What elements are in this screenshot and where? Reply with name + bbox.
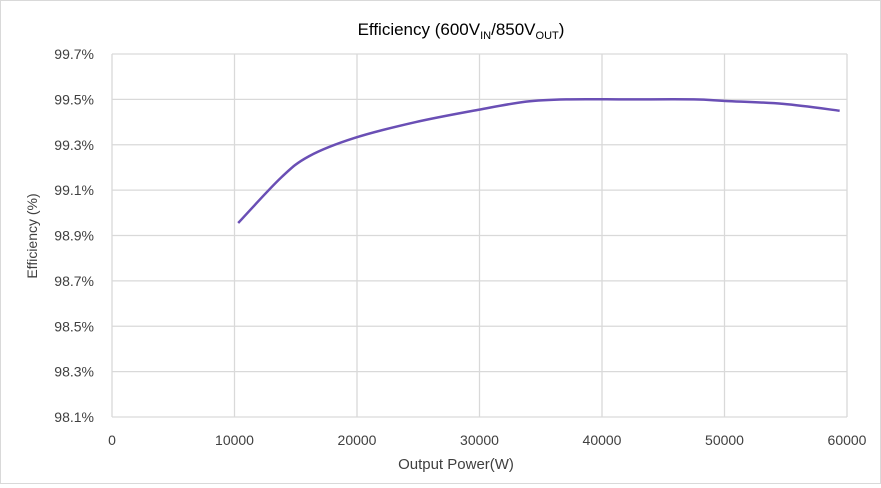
chart-title: Efficiency (600VIN/850VOUT) — [358, 20, 565, 42]
y-tick-label: 98.3% — [54, 364, 94, 380]
y-tick-label: 98.5% — [54, 318, 94, 334]
efficiency-series-line — [237, 97, 840, 224]
y-tick-label: 99.3% — [54, 137, 94, 153]
grid — [111, 53, 848, 418]
x-axis-label: Output Power(W) — [398, 456, 514, 473]
y-axis-label: Efficiency (%) — [24, 193, 40, 278]
x-tick-label: 0 — [108, 432, 116, 448]
x-tick-label: 50000 — [705, 432, 744, 448]
y-tick-label: 98.9% — [54, 228, 94, 244]
x-tick-label: 10000 — [215, 432, 254, 448]
y-tick-label: 99.7% — [54, 46, 94, 62]
y-tick-label: 99.1% — [54, 182, 94, 198]
y-tick-label: 98.7% — [54, 273, 94, 289]
x-tick-label: 60000 — [828, 432, 867, 448]
x-tick-label: 30000 — [460, 432, 499, 448]
tick-labels: 0 10000 20000 30000 40000 50000 60000 98.1% 98.3… — [54, 46, 866, 448]
y-tick-label: 98.1% — [54, 409, 94, 425]
x-tick-label: 40000 — [583, 432, 622, 448]
y-tick-label: 99.5% — [54, 91, 94, 107]
x-tick-label: 20000 — [338, 432, 377, 448]
